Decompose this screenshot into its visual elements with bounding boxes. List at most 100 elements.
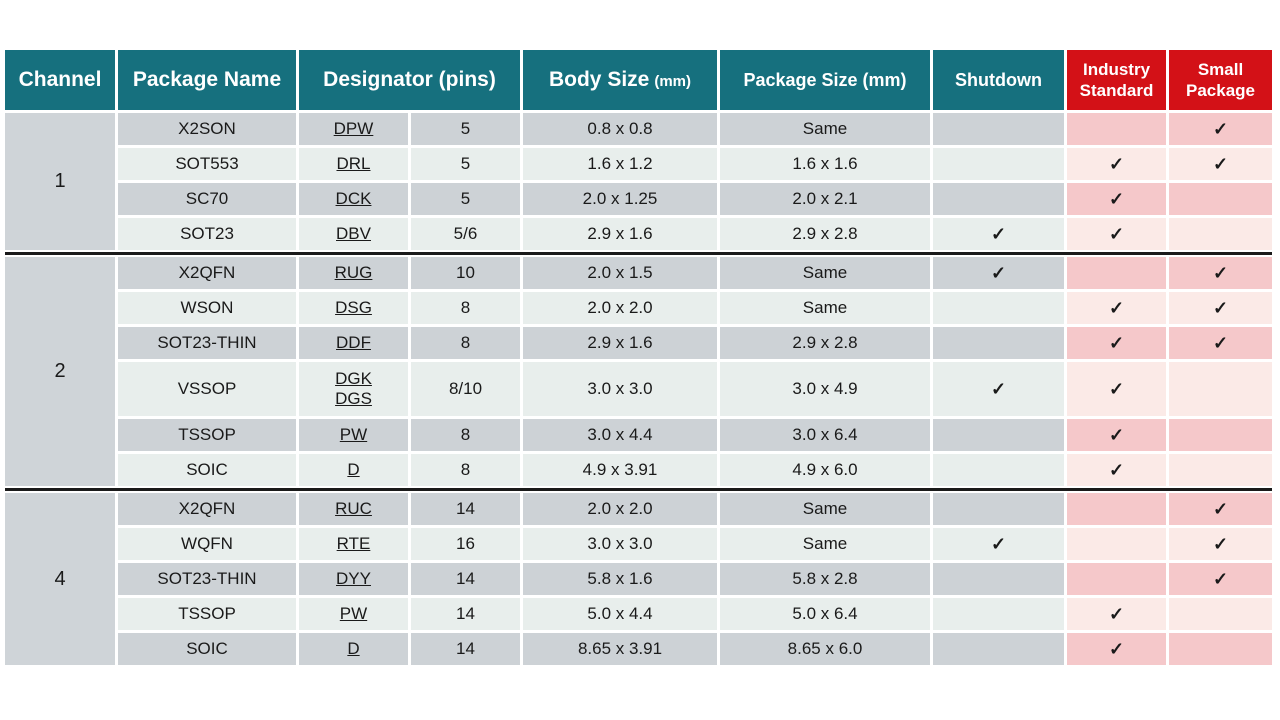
body-size-cell: 2.0 x 2.0 xyxy=(523,292,717,324)
check-icon: ✓ xyxy=(1212,568,1229,589)
body-size-cell: 0.8 x 0.8 xyxy=(523,113,717,145)
designator-link[interactable]: DGK xyxy=(335,368,372,388)
package-name-cell: SOT553 xyxy=(118,148,296,180)
shutdown-cell xyxy=(933,598,1064,630)
shutdown-cell xyxy=(933,148,1064,180)
header-designator-pins: Designator (pins) xyxy=(299,50,520,110)
industry-standard-cell: ✓ xyxy=(1067,148,1166,180)
shutdown-cell xyxy=(933,454,1064,486)
check-icon: ✓ xyxy=(990,533,1007,554)
channel-group-1: 1 X2SON DPW 5 0.8 x 0.8 Same ✓ SOT553 DR… xyxy=(5,113,1272,250)
check-icon: ✓ xyxy=(990,378,1007,399)
table-row: SOIC D 8 4.9 x 3.91 4.9 x 6.0 ✓ xyxy=(118,454,1272,486)
designator-link[interactable]: RUC xyxy=(335,498,372,518)
body-size-cell: 2.9 x 1.6 xyxy=(523,218,717,250)
designator-cell: RUC xyxy=(299,493,408,525)
designator-link[interactable]: D xyxy=(347,638,360,658)
designator-cell: PW xyxy=(299,419,408,451)
check-icon: ✓ xyxy=(1108,378,1125,399)
table-row: SOIC D 14 8.65 x 3.91 8.65 x 6.0 ✓ xyxy=(118,633,1272,665)
check-icon: ✓ xyxy=(1212,297,1229,318)
designator-cell: DDF xyxy=(299,327,408,359)
package-size-cell: 3.0 x 6.4 xyxy=(720,419,930,451)
body-size-cell: 3.0 x 4.4 xyxy=(523,419,717,451)
designator-link[interactable]: DBV xyxy=(336,223,371,243)
pins-cell: 5/6 xyxy=(411,218,520,250)
shutdown-cell xyxy=(933,327,1064,359)
check-icon: ✓ xyxy=(1108,297,1125,318)
designator-link[interactable]: DRL xyxy=(336,153,371,173)
table-row: SOT553 DRL 5 1.6 x 1.2 1.6 x 1.6 ✓ ✓ xyxy=(118,148,1272,180)
package-name-cell: SOT23-THIN xyxy=(118,327,296,359)
designator-link[interactable]: DGS xyxy=(335,389,372,408)
designator-link[interactable]: PW xyxy=(339,603,368,623)
shutdown-cell: ✓ xyxy=(933,257,1064,289)
check-icon: ✓ xyxy=(1212,533,1229,554)
shutdown-cell xyxy=(933,183,1064,215)
designator-link[interactable]: DYY xyxy=(336,568,371,588)
package-name-cell: TSSOP xyxy=(118,598,296,630)
small-package-cell xyxy=(1169,633,1272,665)
package-name-cell: TSSOP xyxy=(118,419,296,451)
designator-cell: DCK xyxy=(299,183,408,215)
header-channel: Channel xyxy=(5,50,115,110)
designator-link[interactable]: DPW xyxy=(333,118,374,138)
group-divider xyxy=(5,252,1272,255)
designator-link[interactable]: D xyxy=(347,459,360,479)
check-icon: ✓ xyxy=(1108,638,1125,659)
package-name-cell: VSSOP xyxy=(118,362,296,416)
channel-cell: 2 xyxy=(5,257,115,486)
package-size-cell: 2.9 x 2.8 xyxy=(720,218,930,250)
body-size-cell: 1.6 x 1.2 xyxy=(523,148,717,180)
small-package-cell: ✓ xyxy=(1169,292,1272,324)
package-name-cell: WSON xyxy=(118,292,296,324)
designator-cell: RTE xyxy=(299,528,408,560)
package-size-cell: 2.9 x 2.8 xyxy=(720,327,930,359)
designator-link[interactable]: DDF xyxy=(336,332,371,352)
body-size-cell: 5.0 x 4.4 xyxy=(523,598,717,630)
shutdown-cell xyxy=(933,563,1064,595)
body-size-cell: 4.9 x 3.91 xyxy=(523,454,717,486)
table-row: SOT23 DBV 5/6 2.9 x 1.6 2.9 x 2.8 ✓ ✓ xyxy=(118,218,1272,250)
header-industry-standard: Industry Standard xyxy=(1067,50,1166,110)
package-name-cell: SC70 xyxy=(118,183,296,215)
table-row: SOT23-THIN DYY 14 5.8 x 1.6 5.8 x 2.8 ✓ xyxy=(118,563,1272,595)
designator-link[interactable]: DCK xyxy=(335,188,372,208)
channel-cell: 4 xyxy=(5,493,115,665)
header-small-package: Small Package xyxy=(1169,50,1272,110)
body-size-cell: 2.0 x 1.25 xyxy=(523,183,717,215)
designator-link[interactable]: DSG xyxy=(335,297,372,317)
body-size-cell: 2.0 x 2.0 xyxy=(523,493,717,525)
header-package-name: Package Name xyxy=(118,50,296,110)
designator-link[interactable]: RTE xyxy=(336,533,371,553)
pins-cell: 14 xyxy=(411,493,520,525)
designator-link[interactable]: PW xyxy=(339,424,368,444)
shutdown-cell xyxy=(933,113,1064,145)
header-shutdown: Shutdown xyxy=(933,50,1064,110)
package-size-cell: 1.6 x 1.6 xyxy=(720,148,930,180)
body-size-cell: 3.0 x 3.0 xyxy=(523,528,717,560)
body-size-cell: 8.65 x 3.91 xyxy=(523,633,717,665)
table-header-row: Channel Package Name Designator (pins) B… xyxy=(5,50,1272,110)
designator-cell: DYY xyxy=(299,563,408,595)
designator-cell: DPW xyxy=(299,113,408,145)
check-icon: ✓ xyxy=(1108,424,1125,445)
pins-cell: 8 xyxy=(411,454,520,486)
industry-standard-cell: ✓ xyxy=(1067,292,1166,324)
check-icon: ✓ xyxy=(1108,332,1125,353)
package-size-cell: Same xyxy=(720,257,930,289)
table-row: SC70 DCK 5 2.0 x 1.25 2.0 x 2.1 ✓ xyxy=(118,183,1272,215)
package-size-cell: Same xyxy=(720,113,930,145)
designator-cell: D xyxy=(299,454,408,486)
designator-link[interactable]: RUG xyxy=(334,262,373,282)
shutdown-cell: ✓ xyxy=(933,528,1064,560)
industry-standard-cell xyxy=(1067,257,1166,289)
industry-standard-cell: ✓ xyxy=(1067,419,1166,451)
header-package-size: Package Size (mm) xyxy=(720,50,930,110)
small-package-cell xyxy=(1169,419,1272,451)
small-package-cell: ✓ xyxy=(1169,148,1272,180)
table-row: WQFN RTE 16 3.0 x 3.0 Same ✓ ✓ xyxy=(118,528,1272,560)
designator-cell: DRL xyxy=(299,148,408,180)
package-size-cell: Same xyxy=(720,292,930,324)
industry-standard-cell: ✓ xyxy=(1067,327,1166,359)
